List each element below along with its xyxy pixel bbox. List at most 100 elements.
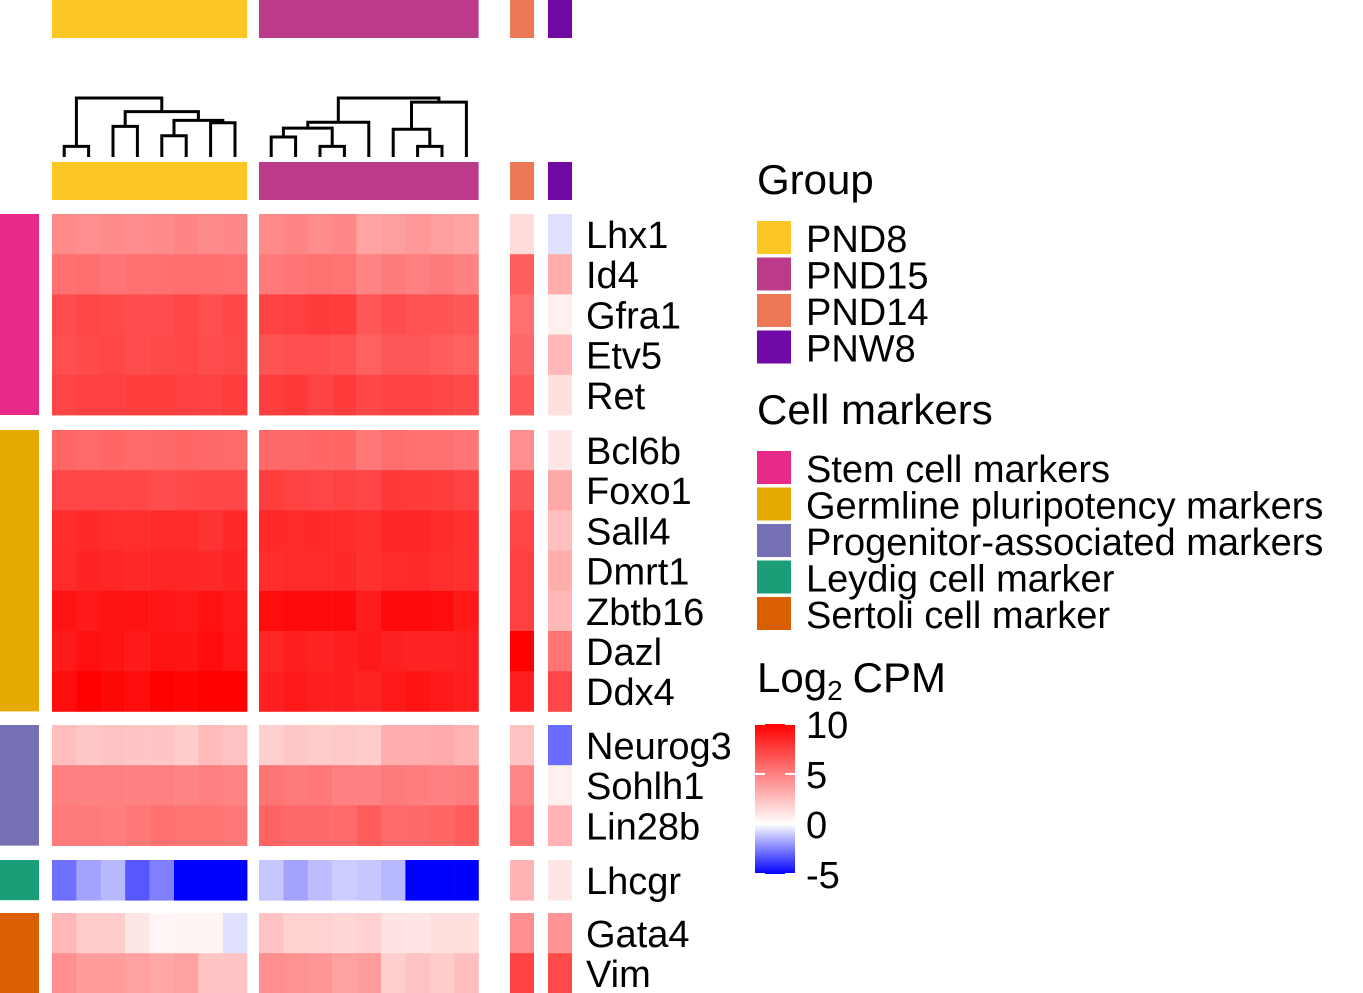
heatmap-cell-ddx4-18 xyxy=(510,671,534,712)
heatmap-cell-gfra1-6 xyxy=(174,294,199,335)
heatmap-cell-gfra1-18 xyxy=(510,294,534,335)
heatmap-cell-etv5-12 xyxy=(332,334,357,376)
heatmap-cell-dmrt1-1 xyxy=(52,550,77,592)
dendrogram-link-pnd8-7 xyxy=(74,96,164,147)
heatmap-cell-ddx4-9 xyxy=(259,671,284,712)
heatmap-cell-neurog3-14 xyxy=(381,725,406,766)
dendrogram-link-pnd15-8 xyxy=(336,96,441,123)
heatmap-cell-ddx4-17 xyxy=(454,671,479,712)
heatmap-cell-lin28b-12 xyxy=(332,805,357,846)
heatmap-cell-dmrt1-8 xyxy=(222,550,248,592)
heatmap-cell-lin28b-15 xyxy=(405,805,430,846)
top-bar-pnd14 xyxy=(510,0,534,38)
heatmap-cell-lhcgr-8 xyxy=(222,860,248,901)
heatmap-cell-neurog3-18 xyxy=(510,725,534,766)
heatmap-cell-bcl6b-8 xyxy=(222,430,248,471)
heatmap-cell-sall4-1 xyxy=(52,510,77,551)
heatmap-cell-dazl-12 xyxy=(332,631,357,672)
group-legend-swatch-pnd8 xyxy=(757,221,791,254)
colorbar-title-subscript: 2 xyxy=(827,675,843,706)
heatmap-cell-gata4-19 xyxy=(548,913,572,954)
heatmap-cell-bcl6b-11 xyxy=(307,430,333,471)
heatmap-cell-etv5-19 xyxy=(548,334,572,376)
heatmap-cell-dazl-11 xyxy=(307,631,333,672)
heatmap-cell-etv5-11 xyxy=(307,334,333,376)
heatmap-cell-lhcgr-17 xyxy=(454,860,479,901)
heatmap-cell-sall4-9 xyxy=(259,510,284,551)
heatmap-cell-dazl-1 xyxy=(52,631,77,672)
heatmap-cell-lin28b-13 xyxy=(356,805,382,846)
heatmap-cell-lhx1-9 xyxy=(259,214,284,255)
heatmap-cell-gfra1-15 xyxy=(405,294,430,335)
heatmap-cell-foxo1-18 xyxy=(510,470,534,511)
heatmap-cell-dmrt1-14 xyxy=(381,550,406,592)
dendrogram-link-pnd15-5 xyxy=(391,127,432,157)
colorbar-ticks: 10 5 0 -5 xyxy=(755,705,848,897)
heatmap-cell-zbtb16-1 xyxy=(52,590,77,632)
marker-annotation-progenitor-associated-markers xyxy=(0,725,39,846)
heatmap-cell-gfra1-4 xyxy=(125,294,150,335)
colorbar-title: Log2 CPM xyxy=(757,654,946,706)
heatmap-cell-foxo1-19 xyxy=(548,470,572,511)
group-legend-swatch-pnw8 xyxy=(757,330,791,364)
heatmap-cell-vim-11 xyxy=(307,953,333,993)
heatmap-cell-gfra1-9 xyxy=(259,294,284,335)
heatmap-cell-dmrt1-4 xyxy=(125,550,150,592)
heatmap-cell-sohlh1-10 xyxy=(283,765,308,806)
heatmap-cell-lhx1-13 xyxy=(356,214,382,255)
heatmap-cell-vim-3 xyxy=(100,953,126,993)
group-legend-label-pnw8: PNW8 xyxy=(806,329,916,371)
heatmap-cell-neurog3-5 xyxy=(149,725,175,766)
heatmap-cell-lin28b-6 xyxy=(174,805,199,846)
heatmap-cell-ret-17 xyxy=(454,374,479,416)
heatmap-cell-lin28b-16 xyxy=(429,805,455,846)
heatmap-cell-sall4-19 xyxy=(548,510,572,551)
heatmap-cell-dmrt1-18 xyxy=(510,550,534,592)
heatmap-cell-zbtb16-3 xyxy=(100,590,126,632)
heatmap-cell-foxo1-16 xyxy=(429,470,455,511)
heatmap-cell-gfra1-1 xyxy=(52,294,77,335)
heatmap-cell-foxo1-15 xyxy=(405,470,430,511)
heatmap-cell-sohlh1-12 xyxy=(332,765,357,806)
heatmap-cell-lin28b-11 xyxy=(307,805,333,846)
heatmap-cell-gfra1-2 xyxy=(76,294,101,335)
heatmap-cell-dmrt1-10 xyxy=(283,550,308,592)
heatmap-cell-sall4-8 xyxy=(222,510,248,551)
marker-annotation-stem-cell-markers xyxy=(0,214,39,415)
gene-label-id4: Id4 xyxy=(586,255,639,297)
heatmap-cell-ddx4-15 xyxy=(405,671,430,712)
gene-label-sohlh1: Sohlh1 xyxy=(586,766,704,808)
heatmap-cell-neurog3-8 xyxy=(222,725,248,766)
heatmap-cell-bcl6b-15 xyxy=(405,430,430,471)
heatmap-cell-etv5-14 xyxy=(381,334,406,376)
heatmap-cell-etv5-2 xyxy=(76,334,101,376)
heatmap-cell-lhx1-16 xyxy=(429,214,455,255)
heatmap-cell-id4-4 xyxy=(125,254,150,295)
heatmap-cell-foxo1-9 xyxy=(259,470,284,511)
heatmap-cell-id4-16 xyxy=(429,254,455,295)
heatmap-cell-ret-3 xyxy=(100,374,126,416)
heatmap-cell-lhcgr-15 xyxy=(405,860,430,901)
heatmap-cell-sall4-16 xyxy=(429,510,455,551)
heatmap-cell-lhcgr-11 xyxy=(307,860,333,901)
heatmap-cell-bcl6b-2 xyxy=(76,430,101,471)
heatmap-cell-etv5-10 xyxy=(283,334,308,376)
heatmap-cell-foxo1-11 xyxy=(307,470,333,511)
heatmap-cell-lin28b-2 xyxy=(76,805,101,846)
heatmap-cell-etv5-5 xyxy=(149,334,175,376)
heatmap-cell-ddx4-19 xyxy=(548,671,572,712)
heatmap-cell-vim-19 xyxy=(548,953,572,993)
heatmap-cell-ret-16 xyxy=(429,374,455,416)
heatmap-cell-id4-2 xyxy=(76,254,101,295)
marker-legend-swatch-stem-cell-markers xyxy=(757,451,791,484)
heatmap-cell-etv5-18 xyxy=(510,334,534,376)
heatmap-cell-dazl-8 xyxy=(222,631,248,672)
heatmap-cell-neurog3-6 xyxy=(174,725,199,766)
heatmap-cell-dazl-5 xyxy=(149,631,175,672)
heatmap-cell-sohlh1-4 xyxy=(125,765,150,806)
heatmap-cell-id4-19 xyxy=(548,254,572,295)
heatmap-cell-vim-13 xyxy=(356,953,382,993)
heatmap-cell-sall4-15 xyxy=(405,510,430,551)
heatmap-cell-zbtb16-10 xyxy=(283,590,308,632)
heatmap-cell-gata4-17 xyxy=(454,913,479,954)
